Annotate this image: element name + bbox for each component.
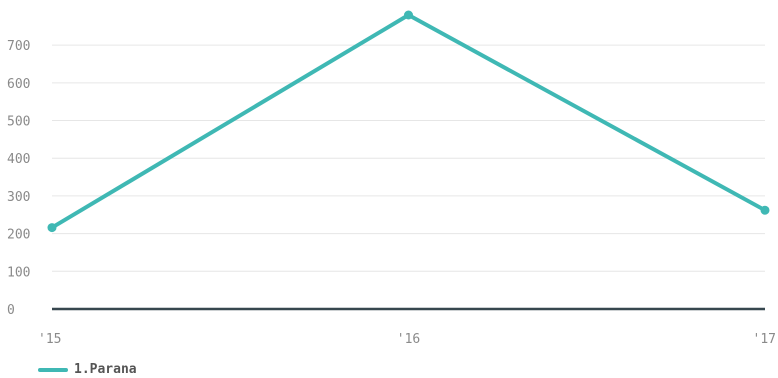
y-tick-label: 400 bbox=[7, 152, 30, 167]
y-tick-label: 100 bbox=[7, 265, 30, 280]
data-point bbox=[760, 205, 770, 215]
data-point bbox=[47, 223, 57, 233]
y-axis-ticks: 0 100 200 300 400 500 600 700 bbox=[7, 39, 30, 318]
y-tick-label: 600 bbox=[7, 77, 30, 92]
legend: 1.Parana bbox=[38, 362, 137, 377]
x-axis-ticks: '15 '16 '17 bbox=[38, 332, 776, 347]
x-tick-label: '16 bbox=[397, 332, 420, 347]
y-tick-label: 200 bbox=[7, 228, 30, 243]
legend-swatch bbox=[38, 367, 68, 372]
x-tick-label: '15 bbox=[38, 332, 61, 347]
x-tick-label: '17 bbox=[753, 332, 776, 347]
y-tick-label: 500 bbox=[7, 115, 30, 130]
legend-label: 1.Parana bbox=[74, 362, 137, 377]
y-tick-label: 300 bbox=[7, 190, 30, 205]
series-layer bbox=[47, 10, 770, 233]
y-tick-label: 700 bbox=[7, 39, 30, 54]
y-tick-label: 0 bbox=[7, 303, 15, 318]
grid-lines bbox=[52, 44, 765, 272]
data-point bbox=[404, 10, 413, 20]
